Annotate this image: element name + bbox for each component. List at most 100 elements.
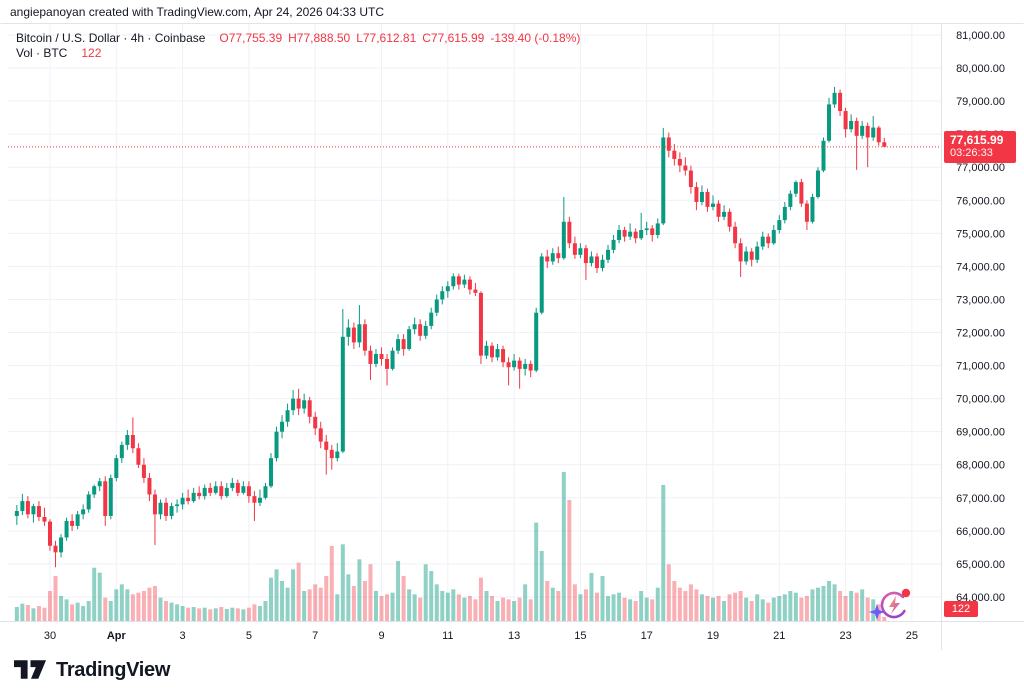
candle [324,441,329,450]
volume-bar [478,577,483,621]
volume-bar [180,606,185,621]
price-axis-label: 76,000.00 [956,195,1005,207]
volume-bar [788,591,793,621]
price-axis-label: 67,000.00 [956,493,1005,505]
volume-bar [280,581,285,621]
low-value: L77,612.81 [356,31,417,45]
volume-bar [97,572,102,621]
candle [799,182,804,204]
volume-bar [423,564,428,621]
candle [280,421,285,432]
footer: TradingView [0,650,1024,699]
volume-bar [838,591,843,621]
candle [788,193,793,207]
candle [650,228,655,235]
candle [550,253,555,262]
volume-bar [804,596,809,621]
volume-bar [340,544,345,621]
volume-bar [213,608,218,621]
volume-bar [412,594,417,621]
volume-bar [114,589,119,621]
candle [263,486,268,498]
candle [241,486,246,493]
time-axis-label: 19 [707,630,719,642]
tradingview-logo-text: TradingView [56,658,171,681]
candle [329,449,334,459]
candle [495,349,500,358]
candle [252,496,257,503]
candle [70,520,75,526]
volume-bar [119,584,124,621]
pattern-sparkle-icon[interactable] [866,583,918,625]
time-axis-label: 5 [246,630,252,642]
candle [655,223,660,235]
volume-bar [539,551,544,621]
candle [418,324,423,336]
volume-bar [578,594,583,621]
volume-bar [230,607,235,621]
volume-bar [583,589,588,621]
candle [782,206,787,221]
candle [335,451,340,459]
candle [257,497,262,503]
volume-bar [683,591,688,621]
candle [158,502,163,515]
volume-bar [711,597,715,621]
candle [390,350,395,369]
candle [633,231,638,239]
candle [639,230,644,239]
price-axis-label: 72,000.00 [956,328,1005,340]
candle [385,358,390,369]
price-axis-label: 64,000.00 [956,592,1005,604]
candle [269,458,273,487]
volume-bar [86,601,91,621]
volume-bar [617,592,622,621]
candle [617,230,622,240]
volume-bar [108,601,113,621]
tradingview-logo[interactable]: TradingView [14,657,170,683]
volume-bar [666,564,671,621]
candle [59,537,64,553]
volume-bar [445,592,450,621]
volume-bar [882,616,887,621]
candle [407,329,412,350]
volume-bar [219,607,224,621]
price-axis-label: 74,000.00 [956,261,1005,273]
volume-bar [136,592,141,621]
volume-bar [528,599,533,621]
candlestick-chart[interactable]: 81,000.0080,000.0079,000.0078,000.0077,0… [0,23,1024,650]
candle [357,324,362,343]
volume-bar [351,586,356,621]
price-axis-label: 65,000.00 [956,559,1005,571]
high-value: H77,888.50 [288,31,351,45]
volume-bar [611,594,616,621]
candle [804,203,809,222]
volume-bar [368,564,373,621]
volume-bar [246,607,251,621]
candle [611,239,616,250]
volume-bar [164,601,169,621]
volume-bar [158,597,163,621]
candle [699,192,704,202]
volume-bar [854,592,859,621]
candle [197,492,202,497]
time-axis-label: 30 [44,630,56,642]
candle [749,251,754,260]
volume-value: 122 [81,46,102,60]
volume-bar [401,576,406,621]
volume-bar [738,591,743,621]
volume-bar [722,601,727,621]
candle [318,428,323,442]
volume-bar [64,599,69,621]
candle [108,477,113,516]
volume-bar [821,586,826,621]
candle [865,125,870,138]
candle [644,228,649,231]
symbol-legend: Bitcoin / U.S. Dollar · 4h · Coinbase O77… [16,31,580,61]
candle [169,506,174,516]
volume-bar [550,587,555,621]
volume-bar [224,609,229,621]
candle [583,248,588,264]
lightning-bolt-icon [889,596,900,614]
volume-bar [827,581,832,621]
